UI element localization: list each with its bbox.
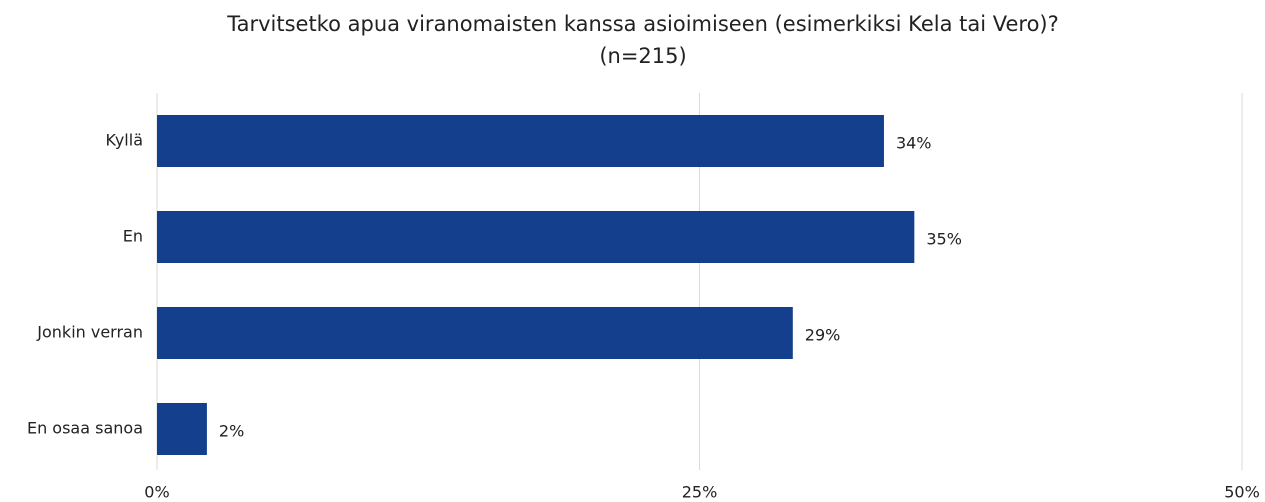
data-label: 29%	[805, 326, 841, 345]
y-tick-label: Jonkin verran	[36, 323, 143, 342]
y-tick-label: En osaa sanoa	[27, 419, 143, 438]
data-label: 2%	[219, 422, 244, 441]
x-tick-label: 25%	[682, 483, 718, 502]
bar	[157, 307, 793, 359]
chart-title: Tarvitsetko apua viranomaisten kanssa as…	[226, 12, 1059, 36]
bar	[157, 403, 207, 455]
data-label: 34%	[896, 134, 932, 153]
bar	[157, 211, 915, 263]
data-label: 35%	[926, 230, 962, 249]
y-tick-label: Kyllä	[106, 131, 144, 150]
bar	[157, 115, 884, 167]
x-tick-label: 0%	[144, 483, 169, 502]
chart-subtitle: (n=215)	[599, 44, 686, 68]
y-tick-label: En	[123, 227, 143, 246]
x-tick-label: 50%	[1224, 483, 1260, 502]
